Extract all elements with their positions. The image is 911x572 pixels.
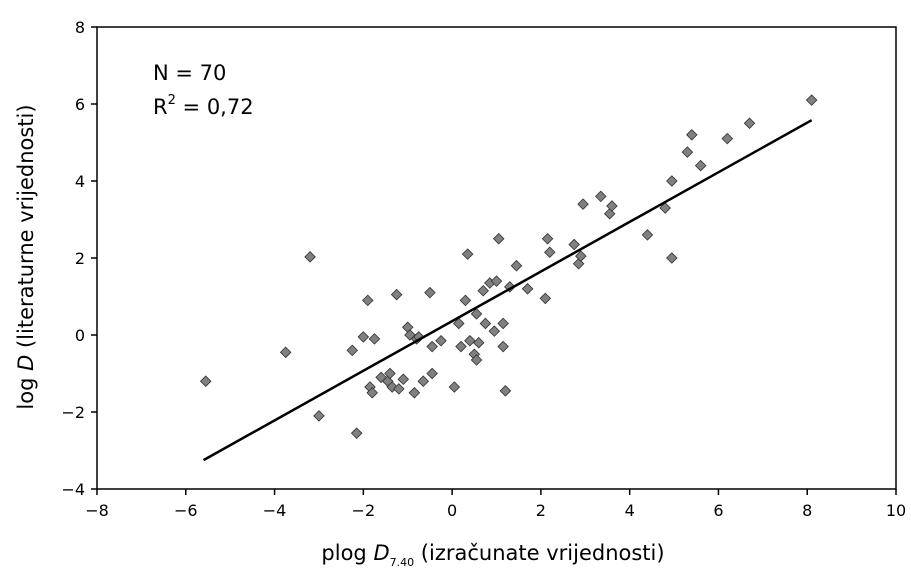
data-point: [384, 367, 396, 380]
data-point: [304, 251, 316, 263]
data-point: [510, 259, 523, 272]
data-point: [497, 317, 509, 330]
data-point: [497, 340, 509, 353]
data-point: [490, 275, 503, 287]
data-point: [461, 248, 474, 260]
data-point: [459, 294, 472, 307]
data-point: [606, 200, 618, 212]
data-point: [279, 346, 292, 359]
x-tick-label: 4: [625, 501, 635, 520]
data-point: [575, 250, 587, 262]
data-point: [464, 335, 476, 347]
data-point: [453, 317, 465, 330]
data-point: [641, 229, 654, 241]
data-point: [743, 117, 756, 130]
y-tick-label: −4: [61, 480, 85, 499]
data-point: [366, 386, 378, 399]
x-axis-title-suffix: (izračunate vrijednosti): [414, 541, 664, 565]
data-point: [805, 94, 818, 106]
data-point: [350, 427, 363, 439]
r2-prefix: R: [153, 95, 168, 119]
data-point: [666, 175, 678, 187]
data-point: [572, 258, 585, 270]
data-point: [568, 238, 580, 251]
y-axis-title: log D (literaturne vrijednosti): [14, 104, 38, 409]
data-point: [470, 308, 483, 320]
x-tick-label: −4: [263, 501, 287, 520]
data-point: [477, 284, 489, 297]
y-tick-label: 2: [75, 249, 85, 268]
data-point: [448, 381, 461, 393]
data-point: [313, 410, 325, 422]
y-tick-label: 4: [75, 172, 85, 191]
data-point: [521, 283, 534, 295]
data-points: [199, 94, 818, 439]
data-point: [499, 385, 512, 397]
r2-value: = 0,72: [176, 95, 254, 119]
data-point: [472, 336, 485, 349]
y-axis-title-prefix: log: [14, 371, 38, 410]
data-point: [544, 246, 556, 258]
data-point: [199, 375, 212, 387]
data-point: [479, 317, 492, 330]
data-point: [435, 335, 447, 347]
data-point: [681, 146, 694, 158]
data-point: [666, 252, 678, 264]
x-axis-title-variable: D: [373, 541, 389, 565]
data-point: [408, 386, 421, 399]
data-point: [346, 344, 359, 357]
data-point: [397, 373, 410, 386]
data-point: [488, 325, 501, 337]
x-tick-label: 10: [886, 501, 906, 520]
x-tick-label: 2: [536, 501, 546, 520]
data-point: [721, 132, 734, 145]
data-point: [368, 333, 381, 345]
data-point: [417, 375, 430, 387]
y-tick-label: 6: [75, 95, 85, 114]
data-point: [686, 129, 698, 141]
x-axis-title-subscript: 7.40: [390, 556, 415, 569]
data-point: [362, 294, 374, 307]
data-point: [470, 354, 483, 366]
data-point: [694, 159, 707, 172]
y-axis-title-variable: D: [14, 355, 38, 371]
sample-size-annotation: N = 70: [153, 61, 226, 85]
r-squared-annotation: R2 = 0,72: [153, 93, 254, 119]
data-point: [595, 190, 607, 203]
data-point: [393, 383, 405, 395]
x-tick-label: −6: [174, 501, 198, 520]
y-tick-label: 0: [75, 326, 85, 345]
x-axis-title: plog D7.40 (izračunate vrijednosti): [321, 541, 664, 569]
y-axis-title-suffix: (literaturne vrijednosti): [14, 104, 38, 354]
data-point: [357, 331, 370, 343]
data-point: [390, 288, 403, 301]
data-point: [424, 286, 436, 299]
data-point: [426, 340, 438, 353]
y-axis-ticks: −4 −2 0 2 4 6 8: [61, 18, 97, 499]
x-tick-label: 6: [713, 501, 723, 520]
y-tick-label: −2: [61, 403, 85, 422]
data-point: [426, 367, 438, 380]
x-tick-label: 0: [447, 501, 457, 520]
data-point: [541, 232, 554, 245]
data-point: [492, 232, 505, 245]
data-point: [539, 292, 552, 305]
data-point: [659, 202, 671, 214]
data-point: [455, 340, 467, 353]
regression-line: [202, 119, 813, 462]
x-axis-ticks: −8 −6 −4 −2 0 2 4 6 8 10: [85, 489, 906, 520]
y-tick-label: 8: [75, 18, 85, 37]
x-tick-label: −8: [85, 501, 109, 520]
data-point: [577, 198, 589, 210]
x-axis-title-prefix: plog: [321, 541, 373, 565]
x-tick-label: −2: [352, 501, 376, 520]
x-tick-label: 8: [802, 501, 812, 520]
r2-superscript: 2: [168, 93, 176, 108]
